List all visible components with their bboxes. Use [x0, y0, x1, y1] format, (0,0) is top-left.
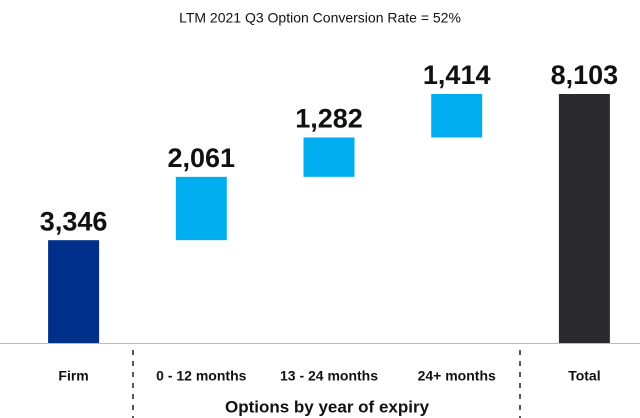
x-tick-label: Firm [58, 368, 88, 384]
chart-title: LTM 2021 Q3 Option Conversion Rate = 52% [179, 10, 461, 26]
x-tick-label: Total [568, 368, 600, 384]
value-label: 8,103 [551, 60, 619, 90]
bar [303, 137, 355, 177]
x-tick-label: 24+ months [418, 368, 496, 384]
value-label: 3,346 [40, 206, 108, 236]
bar [48, 240, 100, 343]
bar [175, 176, 227, 241]
x-tick-label: 13 - 24 months [280, 368, 378, 384]
x-axis-label: Options by year of expiry [225, 397, 430, 416]
x-tick-label: 0 - 12 months [156, 368, 246, 384]
bar [431, 94, 483, 138]
value-label: 1,282 [295, 104, 363, 134]
value-label: 2,061 [168, 143, 236, 173]
bar [558, 94, 610, 343]
value-label: 1,414 [423, 60, 491, 90]
